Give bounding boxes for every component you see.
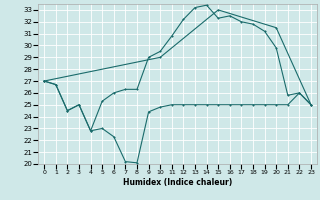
X-axis label: Humidex (Indice chaleur): Humidex (Indice chaleur) xyxy=(123,178,232,187)
